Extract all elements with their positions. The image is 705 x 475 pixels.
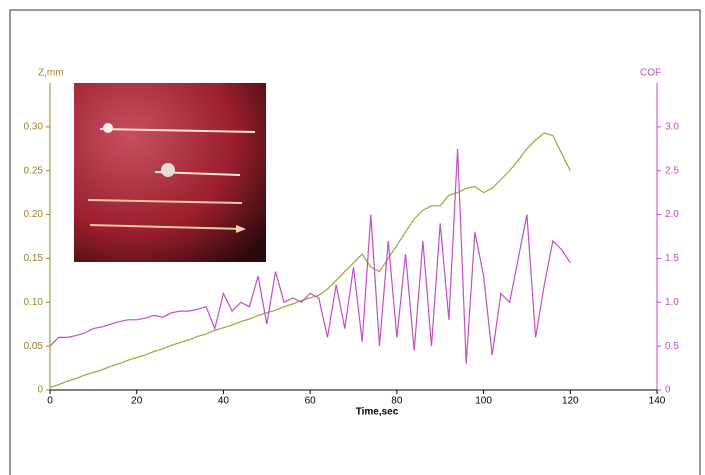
y2-tick-label: 1.5 (665, 253, 679, 264)
x-tick-label: 0 (47, 396, 53, 407)
y-tick-label: 0.05 (24, 341, 44, 352)
x-tick-label: 60 (305, 396, 317, 407)
y2-tick-label: 2.0 (665, 209, 679, 220)
inset-photo (74, 83, 266, 262)
frame (9, 9, 701, 475)
y-tick-label: 0.30 (24, 121, 44, 132)
y-tick-label: 0.15 (24, 253, 44, 264)
y2-axis-title: COF (640, 68, 661, 79)
y-tick-label: 0.10 (24, 297, 44, 308)
y2-tick-label: 2.5 (665, 165, 679, 176)
series-line (49, 148, 571, 364)
x-tick-label: 80 (391, 396, 403, 407)
x-tick-label: 100 (475, 396, 492, 407)
y-tick-label: 0.20 (24, 209, 44, 220)
x-tick-label: 120 (562, 396, 579, 407)
y2-tick-label: 0 (665, 385, 671, 396)
y2-tick-label: 0.5 (665, 341, 679, 352)
y2-tick-label: 3.0 (665, 121, 679, 132)
x-tick-label: 20 (131, 396, 143, 407)
y-tick-label: 0.25 (24, 165, 44, 176)
series-line (49, 132, 571, 388)
x-axis-title: Time,sec (356, 407, 399, 418)
y-axis-title: Z,mm (38, 68, 64, 79)
x-tick-label: 40 (218, 396, 230, 407)
y-tick-label: 0 (37, 385, 43, 396)
y2-tick-label: 1.0 (665, 297, 679, 308)
x-tick-label: 140 (649, 396, 666, 407)
